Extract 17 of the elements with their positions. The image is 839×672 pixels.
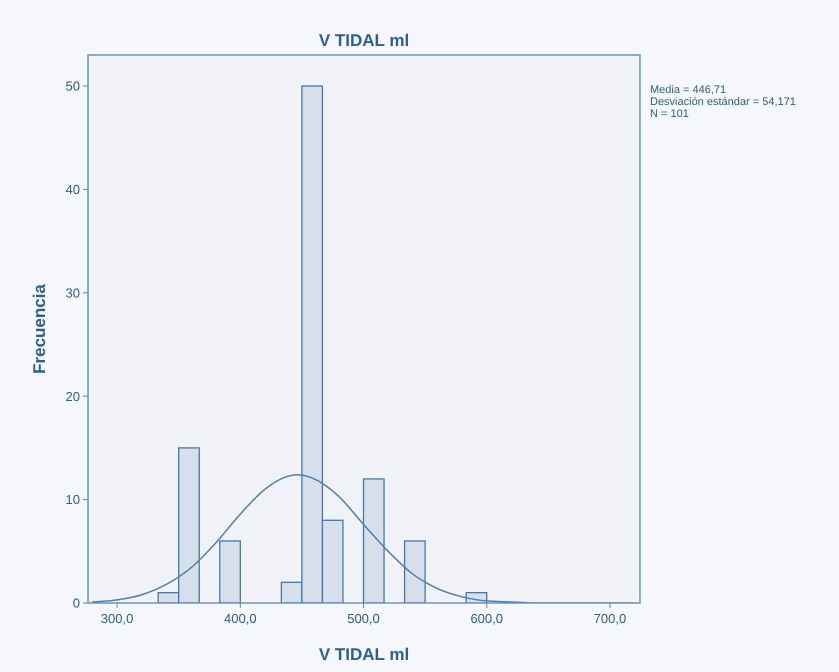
x-tick-label: 500,0 — [347, 611, 380, 626]
y-tick-label: 0 — [72, 596, 80, 611]
y-tick-label: 10 — [66, 492, 80, 508]
y-tick-label: 20 — [66, 388, 80, 404]
x-tick-label: 600,0 — [470, 611, 503, 626]
x-tick-label: 700,0 — [594, 611, 626, 626]
text: N = 101 — [650, 108, 689, 120]
x-tick-label: 300,0 — [100, 611, 134, 626]
chart-title: V TIDAL ml — [318, 31, 410, 50]
x-axis-title: V TIDAL ml — [318, 645, 410, 664]
x-tick-label: 400,0 — [224, 611, 257, 626]
text: Media = 446,71 — [650, 84, 726, 96]
text: Desviación estándar = 54,171 — [650, 96, 796, 108]
y-tick-label: 40 — [66, 182, 80, 197]
y-tick-label: 50 — [66, 78, 80, 94]
y-tick-label: 30 — [66, 285, 80, 300]
y-axis-title: Frecuencia — [30, 284, 49, 374]
